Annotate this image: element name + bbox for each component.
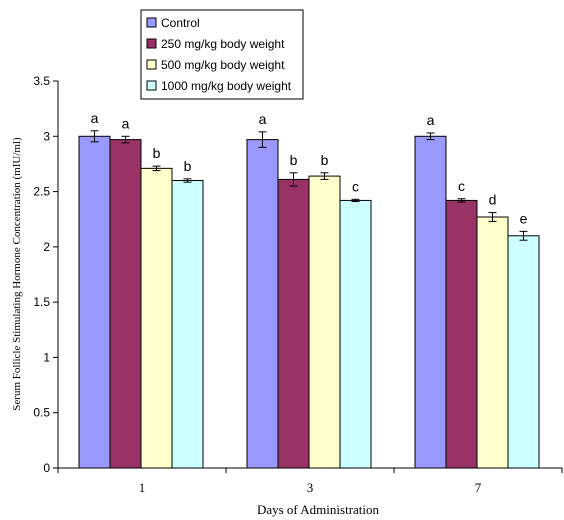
- legend: Control 250 mg/kg body weight 500 mg/kg bo…: [140, 9, 304, 100]
- significance-label: a: [259, 111, 267, 127]
- significance-label: b: [321, 152, 329, 168]
- bar: [109, 139, 142, 469]
- legend-swatch: [146, 17, 157, 28]
- y-tick-label: 1: [43, 350, 50, 364]
- legend-box: [140, 9, 304, 100]
- bar: [308, 175, 341, 469]
- bar: [140, 167, 173, 469]
- significance-label: a: [122, 115, 130, 131]
- legend-swatch: [146, 59, 157, 70]
- bar: [78, 135, 111, 469]
- legend-label: 500 mg/kg body weight: [161, 58, 285, 72]
- y-tick-label: 3: [43, 129, 50, 143]
- significance-label: b: [290, 152, 298, 168]
- significance-label: c: [458, 178, 465, 194]
- y-tick-label: 0: [43, 461, 50, 475]
- legend-swatch: [146, 80, 157, 91]
- bar: [246, 139, 279, 469]
- legend-label: 1000 mg/kg body weight: [161, 79, 292, 93]
- significance-label: b: [184, 158, 192, 174]
- legend-label: 250 mg/kg body weight: [161, 37, 285, 51]
- y-axis-title: Serum Follicle Stimulating Hormone Conce…: [11, 137, 23, 411]
- bar: [445, 199, 478, 469]
- y-tick-label: 2.5: [33, 185, 50, 199]
- significance-label: d: [489, 192, 497, 208]
- x-tick-label: 7: [475, 480, 482, 495]
- y-tick-label: 3.5: [33, 74, 50, 88]
- legend-swatch: [146, 38, 157, 49]
- bar: [476, 216, 509, 469]
- significance-label: b: [153, 145, 161, 161]
- significance-label: a: [91, 110, 99, 126]
- x-axis-title: Days of Administration: [257, 502, 380, 517]
- bar: [171, 180, 204, 469]
- y-tick-label: 2: [43, 240, 50, 254]
- significance-label: c: [352, 178, 359, 194]
- bar: [277, 178, 310, 469]
- bar: [414, 135, 447, 469]
- significance-label: a: [427, 112, 435, 128]
- x-tick-label: 1: [139, 480, 146, 495]
- bar: [507, 235, 540, 469]
- bar: [339, 199, 372, 469]
- y-tick-label: 1.5: [33, 295, 50, 309]
- y-tick-label: 0.5: [33, 406, 50, 420]
- legend-label: Control: [161, 16, 200, 30]
- x-tick-label: 3: [307, 480, 314, 495]
- significance-label: e: [520, 210, 528, 226]
- plot-area: 0 0.5 1 1.5 2 2.5 3 3.5 1 a a b b 3 a b b c 7 a c d e: [33, 74, 563, 495]
